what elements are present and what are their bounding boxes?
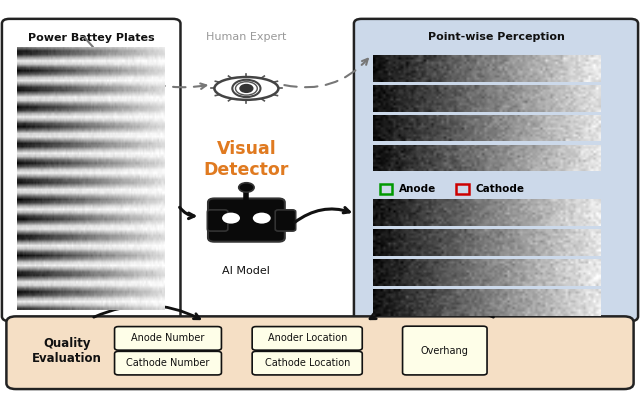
- Circle shape: [222, 213, 240, 224]
- FancyBboxPatch shape: [2, 19, 180, 321]
- Bar: [578, 120, 594, 138]
- Bar: [450, 203, 466, 223]
- Text: AI Model: AI Model: [223, 266, 270, 276]
- Bar: [578, 150, 594, 167]
- Circle shape: [240, 84, 253, 92]
- Text: Overhang: Overhang: [421, 345, 468, 356]
- FancyBboxPatch shape: [115, 327, 221, 350]
- FancyBboxPatch shape: [252, 351, 362, 375]
- FancyBboxPatch shape: [252, 327, 362, 350]
- Bar: [380, 184, 392, 194]
- Text: Cathode: Cathode: [476, 184, 525, 194]
- Circle shape: [239, 183, 254, 192]
- Bar: [578, 61, 594, 78]
- FancyBboxPatch shape: [115, 351, 221, 375]
- FancyBboxPatch shape: [208, 198, 285, 242]
- Bar: [578, 90, 594, 108]
- Text: Quality
Evaluation: Quality Evaluation: [32, 337, 102, 365]
- Bar: [456, 184, 469, 194]
- Text: Anode: Anode: [399, 184, 436, 194]
- Text: Cathode Number: Cathode Number: [126, 358, 210, 368]
- Text: Anoder Location: Anoder Location: [268, 333, 347, 343]
- Text: Cathode Location: Cathode Location: [264, 358, 350, 368]
- FancyBboxPatch shape: [275, 210, 296, 231]
- FancyBboxPatch shape: [6, 316, 634, 389]
- Text: Visual
Detector: Visual Detector: [204, 140, 289, 178]
- Circle shape: [232, 80, 260, 97]
- Text: Human Expert: Human Expert: [206, 32, 287, 42]
- Text: Point-wise Perception: Point-wise Perception: [428, 32, 564, 42]
- Ellipse shape: [214, 77, 278, 100]
- Text: Power Battey Plates: Power Battey Plates: [28, 33, 154, 43]
- FancyBboxPatch shape: [354, 19, 638, 321]
- Bar: [450, 233, 466, 253]
- Bar: [450, 263, 466, 283]
- Circle shape: [253, 213, 271, 224]
- Text: Anode Number: Anode Number: [131, 333, 205, 343]
- FancyBboxPatch shape: [207, 210, 228, 231]
- FancyBboxPatch shape: [403, 326, 487, 375]
- Bar: [450, 293, 466, 313]
